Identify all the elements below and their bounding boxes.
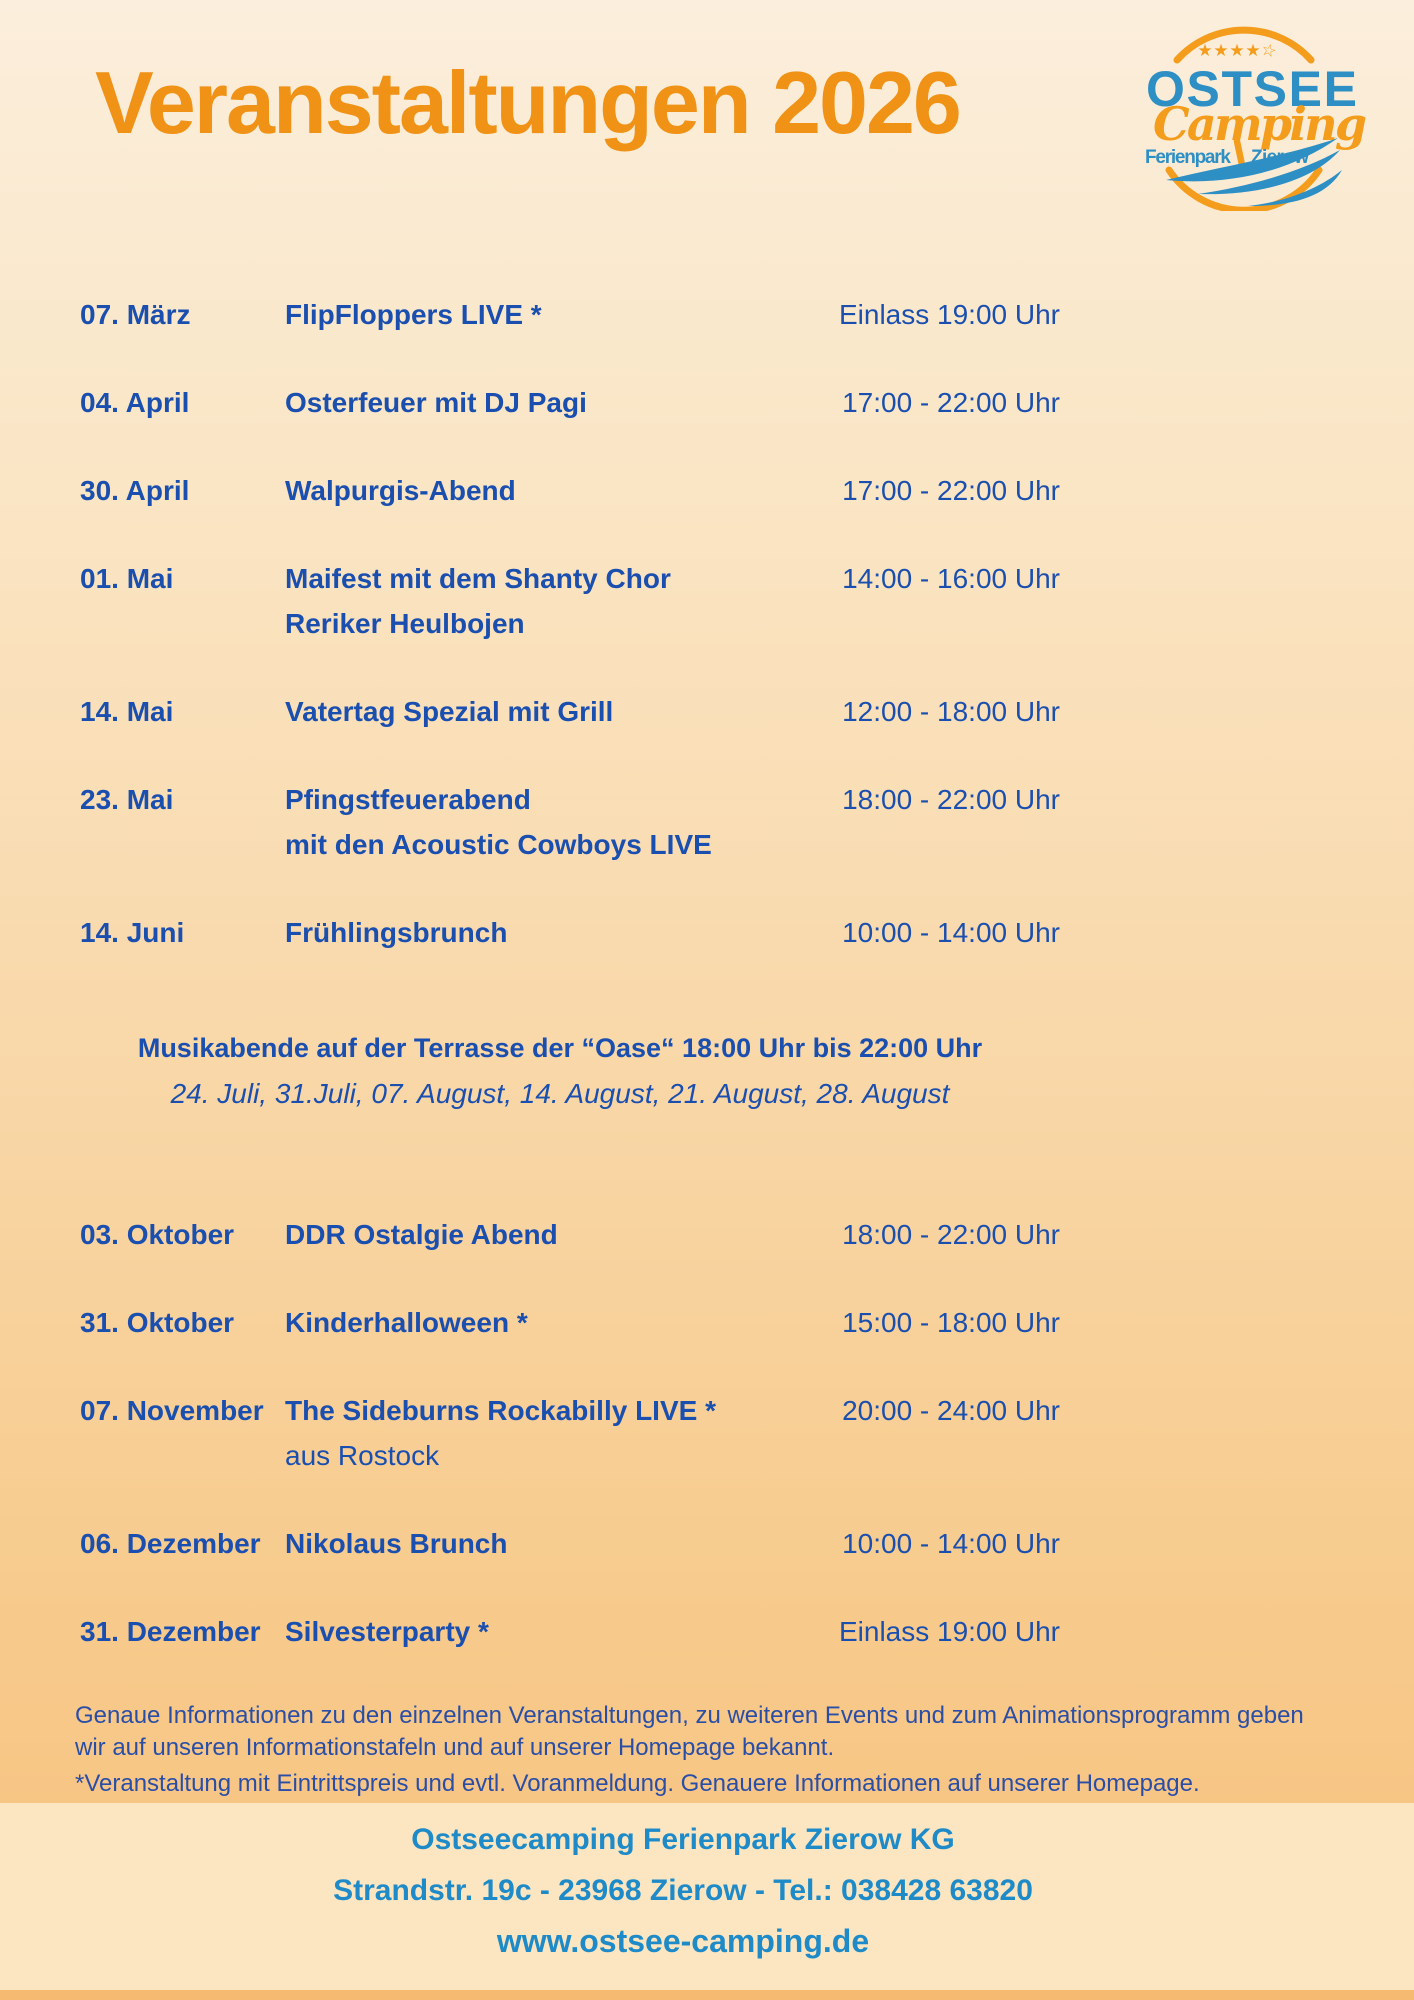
event-time: 10:00 - 14:00 Uhr (842, 1528, 1060, 1559)
event-time: 12:00 - 18:00 Uhr (842, 696, 1060, 727)
bottom-strip (0, 1990, 1414, 2000)
music-evenings-note: Musikabende auf der Terrasse der “Oase“ … (80, 1028, 1040, 1114)
event-title: FlipFloppers LIVE * (285, 299, 542, 330)
footer-address: Strandstr. 19c - 23968 Zierow - Tel.: 03… (333, 1874, 1033, 1907)
music-note-heading: Musikabende auf der Terrasse der “Oase“ … (137, 1033, 983, 1063)
event-time: 20:00 - 24:00 Uhr (842, 1395, 1060, 1426)
event-time: 17:00 - 22:00 Uhr (842, 475, 1060, 506)
note-line-1: Genaue Informationen zu den einzelnen Ve… (75, 1702, 1304, 1729)
events-table-spring: 07. März FlipFloppers LIVE * Einlass 19:… (80, 292, 1060, 998)
event-time: 18:00 - 22:00 Uhr (842, 784, 1060, 815)
event-row: 31. Dezember Silvesterparty * Einlass 19… (80, 1609, 1060, 1654)
event-title: DDR Ostalgie Abend (285, 1219, 558, 1250)
event-title: Silvesterparty * (285, 1616, 489, 1647)
star-icon: ★ (1213, 41, 1228, 61)
event-date: 01. Mai (80, 563, 174, 594)
star-icon: ★ (1229, 41, 1244, 61)
event-subtitle: Reriker Heulbojen (285, 608, 525, 639)
flyer-background: Veranstaltungen 2026 ★ ★ ★ ★ ☆ OSTSEE Ca… (0, 0, 1414, 1803)
event-date: 03. Oktober (80, 1219, 235, 1250)
event-time: 14:00 - 16:00 Uhr (842, 563, 1060, 594)
event-title: Osterfeuer mit DJ Pagi (285, 387, 587, 418)
event-date: 07. März (80, 299, 191, 330)
music-note-dates: 24. Juli, 31.Juli, 07. August, 14. Augus… (170, 1078, 950, 1109)
event-date: 14. Mai (80, 696, 174, 727)
event-title: Kinderhalloween * (285, 1307, 528, 1338)
event-date: 31. Dezember (80, 1616, 261, 1647)
event-row: 14. Mai Vatertag Spezial mit Grill 12:00… (80, 689, 1060, 734)
event-date: 06. Dezember (80, 1528, 261, 1559)
note-line-3: *Veranstaltung mit Eintrittspreis und ev… (75, 1770, 1200, 1797)
star-half-icon: ☆ (1259, 39, 1279, 62)
event-date: 14. Juni (80, 917, 185, 948)
note-line-2: wir auf unseren Informationstafeln und a… (75, 1734, 835, 1761)
logo-ferienpark-label: Ferienpark (1145, 147, 1231, 168)
events-table-autumn: 03. Oktober DDR Ostalgie Abend 18:00 - 2… (80, 1212, 1060, 1697)
event-title: Nikolaus Brunch (285, 1528, 508, 1559)
event-title: The Sideburns Rockabilly LIVE * (285, 1395, 716, 1426)
event-row: 03. Oktober DDR Ostalgie Abend 18:00 - 2… (80, 1212, 1060, 1257)
logo-ostsee-wordmark: OSTSEE (1146, 61, 1358, 117)
event-row: 30. April Walpurgis-Abend 17:00 - 22:00 … (80, 468, 1060, 513)
event-title: Maifest mit dem Shanty Chor (285, 563, 671, 594)
event-date: 07. November (80, 1395, 264, 1426)
event-title: Walpurgis-Abend (285, 475, 516, 506)
event-date: 31. Oktober (80, 1307, 235, 1338)
event-row: 06. Dezember Nikolaus Brunch 10:00 - 14:… (80, 1521, 1060, 1566)
logo-camping-script: Camping (1153, 97, 1367, 151)
logo-divider-stroke (1233, 138, 1245, 166)
event-time: 10:00 - 14:00 Uhr (842, 917, 1060, 948)
event-time: 17:00 - 22:00 Uhr (842, 387, 1060, 418)
star-icon: ★ (1197, 41, 1212, 61)
ostsee-camping-logo: ★ ★ ★ ★ ☆ OSTSEE Camping Ferienpark Zier… (1145, 26, 1367, 211)
event-date: 23. Mai (80, 784, 174, 815)
footer-band: Ostseecamping Ferienpark Zierow KG Stran… (0, 1803, 1414, 1990)
event-time: 15:00 - 18:00 Uhr (842, 1307, 1060, 1338)
event-title: Vatertag Spezial mit Grill (285, 696, 614, 727)
footnotes: Genaue Informationen zu den einzelnen Ve… (75, 1700, 1405, 1800)
logo-stars: ★ ★ ★ ★ ☆ (1197, 39, 1278, 62)
logo-top-arc-icon (1173, 26, 1315, 64)
event-row: 07. November The Sideburns Rockabilly LI… (80, 1388, 1060, 1478)
event-row: 04. April Osterfeuer mit DJ Pagi 17:00 -… (80, 380, 1060, 425)
footer-company: Ostseecamping Ferienpark Zierow KG (411, 1823, 955, 1856)
event-subtitle: aus Rostock (285, 1440, 440, 1471)
event-row: 14. Juni Frühlingsbrunch 10:00 - 14:00 U… (80, 910, 1060, 955)
logo-waves-icon (1166, 138, 1342, 206)
event-date: 30. April (80, 475, 190, 506)
event-subtitle: mit den Acoustic Cowboys LIVE (285, 829, 712, 860)
event-row: 07. März FlipFloppers LIVE * Einlass 19:… (80, 292, 1060, 337)
logo-bottom-arc-icon (1165, 166, 1323, 211)
event-row: 01. Mai Maifest mit dem Shanty Chor Rerik… (80, 556, 1060, 646)
event-title: Pfingstfeuerabend (285, 784, 531, 815)
event-date: 04. April (80, 387, 190, 418)
event-title: Frühlingsbrunch (285, 917, 508, 948)
page-title: Veranstaltungen 2026 (95, 53, 962, 152)
event-row: 23. Mai Pfingstfeuerabend mit den Acousti… (80, 777, 1060, 867)
event-time: Einlass 19:00 Uhr (838, 1616, 1060, 1647)
event-time: 18:00 - 22:00 Uhr (842, 1219, 1060, 1250)
event-time: Einlass 19:00 Uhr (838, 299, 1060, 330)
event-row: 31. Oktober Kinderhalloween * 15:00 - 18… (80, 1300, 1060, 1345)
footer-website: www.ostsee-camping.de (496, 1923, 870, 1959)
star-icon: ★ (1245, 41, 1260, 61)
